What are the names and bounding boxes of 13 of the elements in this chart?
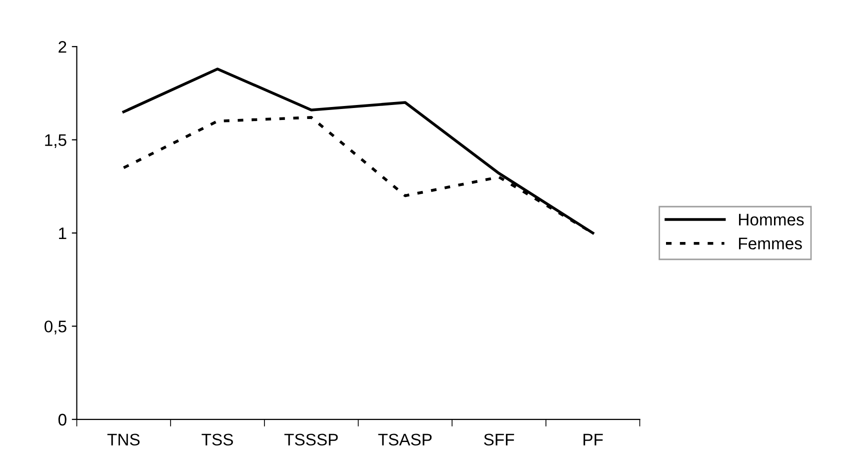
y-tick-label: 2 — [58, 41, 66, 53]
y-tick-label: 1 — [59, 228, 66, 240]
x-tick-label: PF — [584, 434, 603, 446]
legend-label: Hommes — [739, 214, 804, 226]
x-tick-label: TSSSP — [284, 434, 338, 446]
legend-label: Femmes — [739, 238, 802, 250]
y-tick-label: 1,5 — [45, 134, 66, 148]
y-tick-label: 0 — [58, 414, 66, 426]
x-tick-label: TNS — [107, 434, 140, 446]
x-tick-label: SFF — [484, 434, 514, 446]
x-tick-label: TSS — [202, 434, 233, 446]
y-tick-label: 0,5 — [44, 320, 66, 334]
x-tick-label: TSASP — [378, 434, 432, 446]
